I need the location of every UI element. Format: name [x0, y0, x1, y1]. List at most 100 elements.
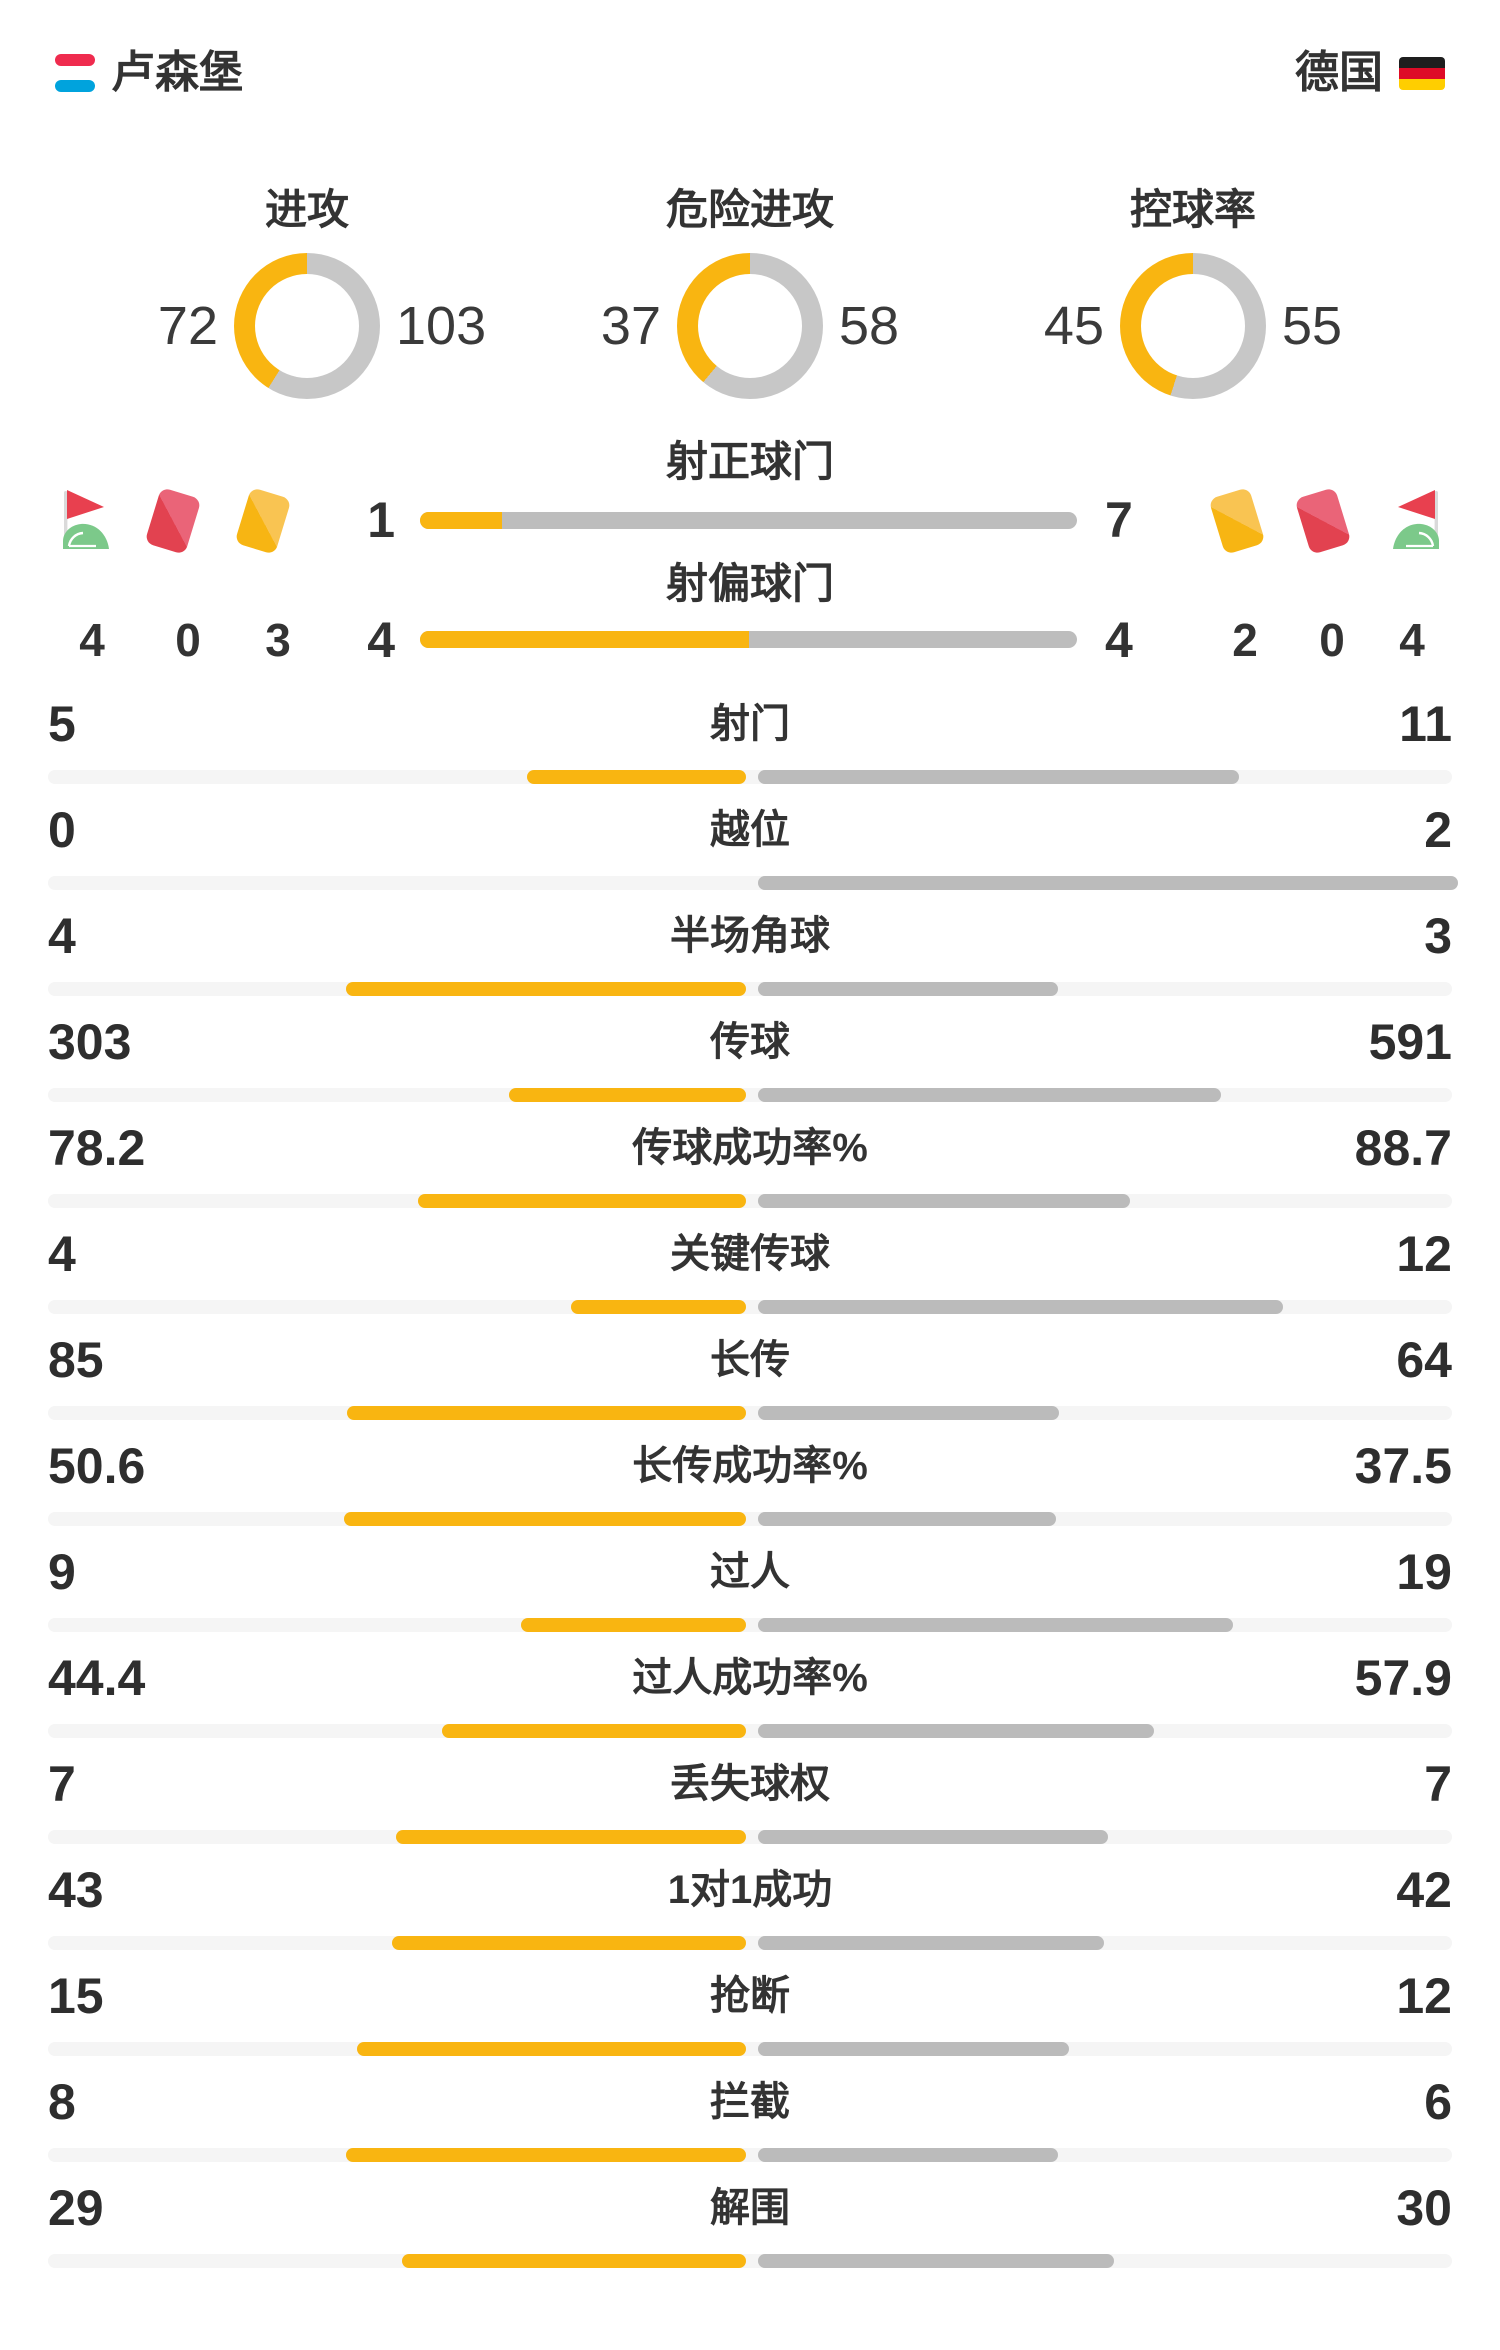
stat-bar-home — [346, 2148, 746, 2162]
stat-label: 射门 — [710, 702, 790, 746]
stat-home-value: 78.2 — [48, 1120, 146, 1176]
stat-away-value: 12 — [1396, 1968, 1452, 2024]
red-card-icon — [1294, 487, 1352, 555]
stat-home-value: 29 — [48, 2180, 104, 2236]
shots-on-target-away-value: 7 — [1105, 492, 1133, 548]
donut-title: 控球率 — [1129, 186, 1256, 233]
shots-off-target-bar — [420, 631, 1077, 648]
donut-ring — [1120, 253, 1266, 399]
stat-bar-home — [343, 1512, 746, 1526]
luxembourg-flag-icon — [55, 54, 95, 92]
stat-label: 长传成功率% — [632, 1444, 868, 1488]
stat-bar-home — [442, 1724, 746, 1738]
germany-flag-icon — [1399, 56, 1445, 90]
stat-bar-away — [758, 2254, 1114, 2268]
stat-home-value: 7 — [48, 1756, 76, 1812]
stat-row: 8 拦截 6 — [0, 2056, 1500, 2162]
home-team-header: 卢森堡 — [55, 48, 243, 98]
home-corners-count: 4 — [79, 614, 105, 666]
corner-flag-icon — [1393, 490, 1439, 549]
stat-away-value: 6 — [1424, 2074, 1452, 2130]
germany-flag-red-stripe — [1399, 67, 1445, 79]
shots-off-target-home-value: 4 — [367, 612, 395, 668]
stat-label: 传球成功率% — [632, 1126, 868, 1170]
stat-label: 拦截 — [710, 2080, 790, 2124]
stat-away-value: 19 — [1396, 1544, 1452, 1600]
stat-bar-track — [48, 1512, 1452, 1526]
stat-bar-away — [758, 1194, 1131, 1208]
stat-home-value: 0 — [48, 802, 76, 858]
stat-bar-away — [758, 982, 1058, 996]
corner-flag-icon — [63, 490, 109, 549]
stat-home-value: 43 — [48, 1862, 104, 1918]
stat-bar-away — [758, 1300, 1283, 1314]
stat-bar-away — [758, 2042, 1070, 2056]
stat-bar-home — [391, 1936, 746, 1950]
stat-row: 43 1对1成功 42 — [0, 1844, 1500, 1950]
donut-home-value: 72 — [157, 296, 218, 356]
stat-rows: 5 射门 11 0 越位 2 4 半场角球 3 303 传球 591 78.2 传球成功率% 88.7 4 关键… — [0, 678, 1500, 2268]
stat-bar-home — [527, 770, 746, 784]
stat-away-value: 42 — [1396, 1862, 1452, 1918]
stat-label: 越位 — [710, 808, 790, 852]
stat-label: 过人 — [710, 1550, 790, 1594]
stat-bar-away — [758, 1724, 1155, 1738]
away-team-header: 德国 — [1295, 48, 1445, 98]
stat-row: 7 丢失球权 7 — [0, 1738, 1500, 1844]
stat-home-value: 8 — [48, 2074, 76, 2130]
shots-off-target-title: 射偏球门 — [665, 560, 834, 607]
stat-away-value: 37.5 — [1354, 1438, 1452, 1494]
stat-home-value: 4 — [48, 908, 76, 964]
stat-bar-away — [758, 1830, 1108, 1844]
stat-bar-track — [48, 982, 1452, 996]
stat-bar-away — [758, 1088, 1221, 1102]
stat-bar-track — [48, 1830, 1452, 1844]
stat-bar-away — [758, 1618, 1233, 1632]
donut-ring — [677, 253, 823, 399]
stat-home-value: 85 — [48, 1332, 104, 1388]
shots-on-target-bar-home-fill — [420, 512, 503, 529]
donut-away-value: 103 — [396, 296, 487, 356]
stat-row: 44.4 过人成功率% 57.9 — [0, 1632, 1500, 1738]
stat-away-value: 591 — [1368, 1014, 1452, 1070]
stat-bar-home — [521, 1618, 746, 1632]
donut-away-value: 58 — [839, 296, 900, 356]
stat-bar-track — [48, 1406, 1452, 1420]
stat-away-value: 12 — [1396, 1226, 1452, 1282]
donut-title: 进攻 — [264, 186, 349, 233]
red-card-icon — [144, 487, 202, 555]
stat-bar-track — [48, 2148, 1452, 2162]
shots-off-target-bar-home-fill — [420, 631, 749, 648]
stat-home-value: 50.6 — [48, 1438, 146, 1494]
stat-bar-track — [48, 2042, 1452, 2056]
donut-away-value: 55 — [1282, 296, 1343, 356]
donut-hole — [698, 274, 802, 378]
stat-row: 15 抢断 12 — [0, 1950, 1500, 2056]
stat-bar-home — [508, 1088, 746, 1102]
donut-group: 危险进攻 37 58 — [561, 185, 939, 399]
stat-away-value: 11 — [1399, 696, 1452, 752]
stat-bar-away — [758, 770, 1240, 784]
away-yellow-cards-count: 2 — [1232, 614, 1258, 666]
home-yellow-cards-count: 3 — [265, 614, 291, 666]
donut-home-value: 37 — [600, 296, 661, 356]
home-red-cards-count: 0 — [175, 614, 201, 666]
stat-row: 50.6 长传成功率% 37.5 — [0, 1420, 1500, 1526]
stat-bar-home — [346, 1406, 746, 1420]
stat-row: 5 射门 11 — [0, 678, 1500, 784]
stat-bar-home — [396, 1830, 746, 1844]
donut-ring — [234, 253, 380, 399]
stat-row: 29 解围 30 — [0, 2162, 1500, 2268]
stat-row: 85 长传 64 — [0, 1314, 1500, 1420]
stat-home-value: 44.4 — [48, 1650, 146, 1706]
stat-away-value: 30 — [1396, 2180, 1452, 2236]
stat-label: 传球 — [710, 1020, 790, 1064]
stat-home-value: 4 — [48, 1226, 76, 1282]
donut-body: 45 55 — [1004, 253, 1382, 399]
stat-bar-away — [758, 1512, 1056, 1526]
stat-home-value: 15 — [48, 1968, 104, 2024]
stat-away-value: 3 — [1424, 908, 1452, 964]
stat-row: 4 半场角球 3 — [0, 890, 1500, 996]
stat-bar-track — [48, 1618, 1452, 1632]
